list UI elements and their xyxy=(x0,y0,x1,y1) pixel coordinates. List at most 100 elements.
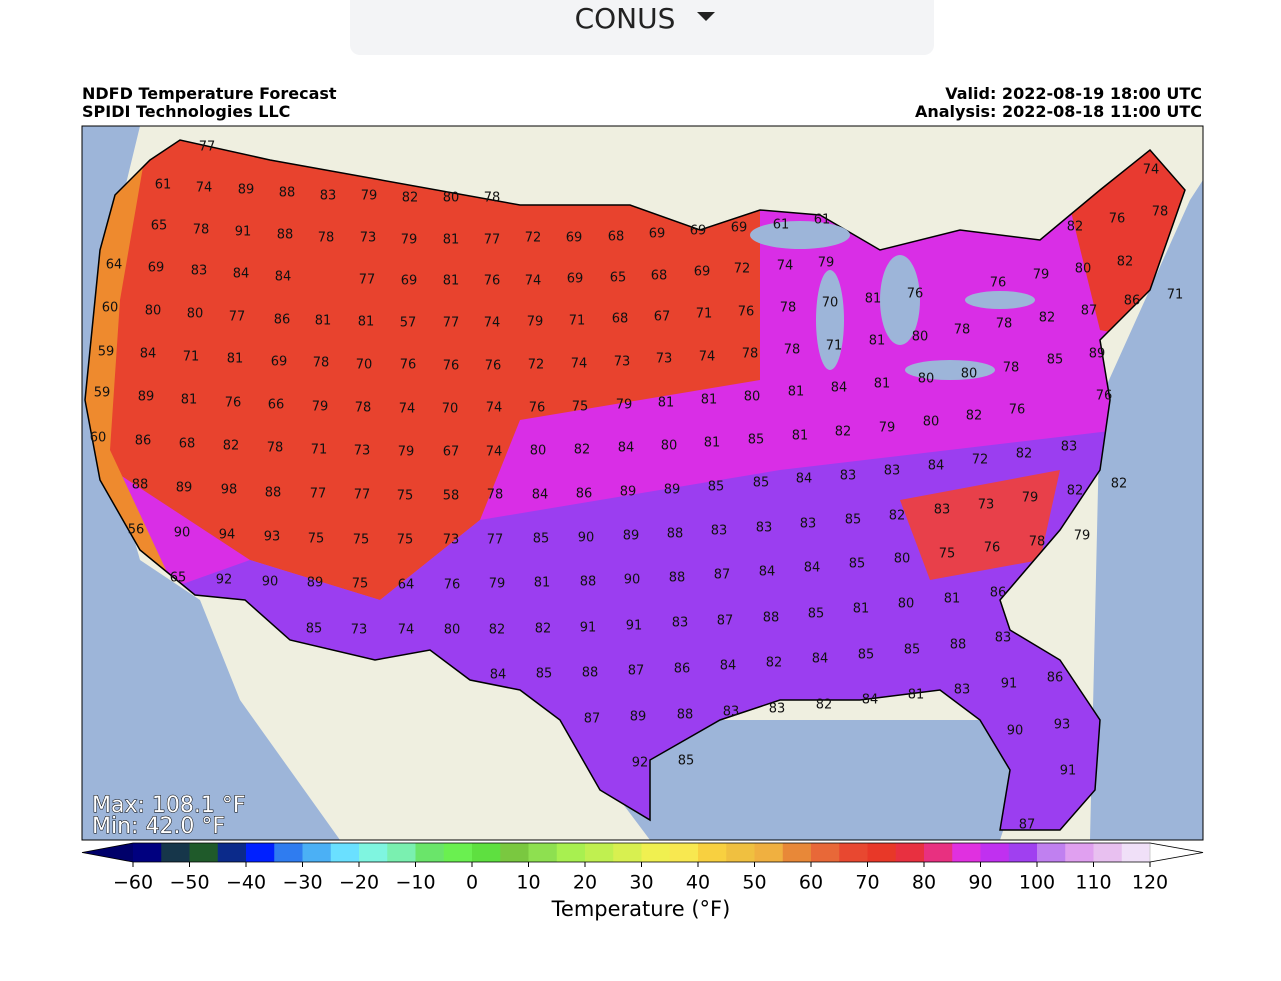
colorbar-tick-label: 100 xyxy=(1019,872,1055,894)
temp-label: 75 xyxy=(308,532,325,547)
colorbar-segment xyxy=(161,843,190,862)
temp-label: 78 xyxy=(954,323,971,338)
temp-label: 83 xyxy=(884,464,901,479)
temp-label: 83 xyxy=(320,189,337,204)
colorbar-segment xyxy=(1008,843,1038,862)
colorbar-segment xyxy=(1121,843,1151,862)
temp-label: 69 xyxy=(148,261,165,276)
colorbar-tick-label: −60 xyxy=(113,872,153,894)
colorbar-tick-label: 0 xyxy=(466,872,478,894)
temp-label: 69 xyxy=(649,227,666,242)
temp-label: 75 xyxy=(397,489,414,504)
temp-label: 81 xyxy=(658,396,675,411)
temp-label: 85 xyxy=(904,643,921,658)
temp-label: 73 xyxy=(360,231,377,246)
temp-label: 81 xyxy=(181,393,198,408)
temp-label: 68 xyxy=(612,312,629,327)
temp-label: 74 xyxy=(399,402,416,417)
temp-label: 83 xyxy=(191,264,208,279)
temp-label: 75 xyxy=(397,533,414,548)
temp-label: 80 xyxy=(443,191,460,206)
colorbar-tick-label: 120 xyxy=(1132,872,1168,894)
region-dropdown[interactable]: CONUS xyxy=(350,0,934,55)
temp-label: 92 xyxy=(216,573,233,588)
temp-label: 61 xyxy=(814,213,831,228)
colorbar-tick-label: 30 xyxy=(629,872,653,894)
temp-label: 68 xyxy=(608,230,625,245)
temp-label: 79 xyxy=(1074,529,1091,544)
temp-label: 59 xyxy=(94,386,111,401)
temp-label: 91 xyxy=(1001,677,1018,692)
temp-label: 76 xyxy=(444,578,461,593)
temp-label: 85 xyxy=(748,433,765,448)
temp-label: 77 xyxy=(354,488,371,503)
temp-label: 86 xyxy=(274,313,291,328)
temp-label: 70 xyxy=(356,358,373,373)
temp-label: 81 xyxy=(443,274,460,289)
temp-label: 81 xyxy=(792,429,809,444)
colorbar-tick-label: 60 xyxy=(799,872,823,894)
temp-label: 84 xyxy=(862,693,879,708)
temp-label: 76 xyxy=(907,287,924,302)
temp-label: 88 xyxy=(265,486,282,501)
temp-label: 60 xyxy=(90,431,107,446)
temp-label: 77 xyxy=(487,533,504,548)
temp-label: 64 xyxy=(398,578,415,593)
temp-label: 68 xyxy=(179,437,196,452)
temp-label: 76 xyxy=(984,541,1001,556)
temp-label: 77 xyxy=(359,273,376,288)
temp-label: 90 xyxy=(174,526,191,541)
temp-label: 83 xyxy=(934,503,951,518)
colorbar-tick-label: 70 xyxy=(855,872,879,894)
colorbar-segment xyxy=(133,843,162,862)
temp-label: 66 xyxy=(268,398,285,413)
temp-label: 74 xyxy=(777,259,794,274)
colorbar-segment xyxy=(585,843,614,862)
temp-label: 85 xyxy=(753,476,770,491)
dropdown-box[interactable] xyxy=(350,0,934,55)
temp-label: 76 xyxy=(1096,389,1113,404)
temp-label: 81 xyxy=(874,377,891,392)
temp-label: 81 xyxy=(534,576,551,591)
temp-label: 65 xyxy=(610,271,627,286)
temp-label: 90 xyxy=(624,573,641,588)
temp-label: 92 xyxy=(632,756,649,771)
temp-label: 65 xyxy=(170,571,187,586)
temp-label: 83 xyxy=(840,469,857,484)
temp-label: 84 xyxy=(928,459,945,474)
temp-label: 84 xyxy=(275,270,292,285)
colorbar-tick-label: 90 xyxy=(968,872,992,894)
temp-label: 89 xyxy=(1089,347,1106,362)
colorbar-tick-label: 20 xyxy=(573,872,597,894)
temp-label: 81 xyxy=(227,352,244,367)
temp-label: 75 xyxy=(939,547,956,562)
temp-label: 88 xyxy=(279,186,296,201)
field-coast xyxy=(85,140,180,600)
temp-label: 85 xyxy=(536,667,553,682)
temp-label: 82 xyxy=(1067,484,1084,499)
temp-label: 86 xyxy=(1124,294,1141,309)
dropdown-caret[interactable] xyxy=(697,12,715,21)
temp-label: 76 xyxy=(1009,403,1026,418)
temp-label: 81 xyxy=(315,314,332,329)
temp-label: 82 xyxy=(489,623,506,638)
colorbar-segment xyxy=(980,843,1010,862)
temp-label: 81 xyxy=(704,436,721,451)
temp-label: 85 xyxy=(845,513,862,528)
temp-label: 71 xyxy=(826,339,843,354)
gulf xyxy=(560,720,1040,840)
temp-label: 77 xyxy=(443,316,460,331)
colorbar-segment xyxy=(1065,843,1094,862)
dropdown-label[interactable]: CONUS xyxy=(575,2,676,35)
temp-label: 89 xyxy=(238,183,255,198)
temp-label: 79 xyxy=(489,577,506,592)
colorbar-segment xyxy=(952,843,981,862)
temp-label: 84 xyxy=(233,267,250,282)
temp-label: 80 xyxy=(923,415,940,430)
temp-label: 78 xyxy=(1029,535,1046,550)
temp-label: 69 xyxy=(690,224,707,239)
temp-label: 80 xyxy=(530,444,547,459)
colorbar-segment xyxy=(669,843,699,862)
temp-label: 83 xyxy=(672,616,689,631)
temp-label: 70 xyxy=(822,296,839,311)
